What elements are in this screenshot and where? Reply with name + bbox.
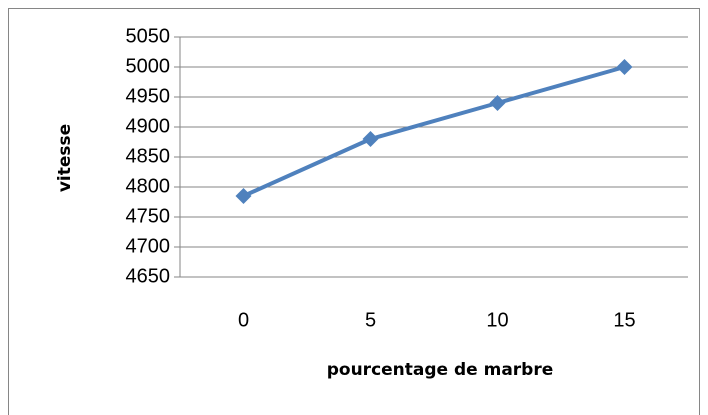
x-tick-label: 0 bbox=[238, 309, 249, 331]
y-tick-label: 4750 bbox=[126, 205, 171, 227]
y-tick-label: 4650 bbox=[126, 265, 171, 287]
series-line bbox=[242, 65, 626, 198]
x-axis-title: pourcentage de marbre bbox=[327, 360, 554, 380]
y-tick-label: 5000 bbox=[126, 55, 171, 77]
y-tick-label: 4800 bbox=[126, 175, 171, 197]
x-tick-label: 10 bbox=[486, 309, 508, 331]
chart-frame bbox=[8, 8, 700, 415]
y-tick-label: 4900 bbox=[126, 115, 171, 137]
y-tick-label: 4850 bbox=[126, 145, 171, 167]
data-point bbox=[616, 59, 633, 75]
y-axis-title: vitesse bbox=[55, 124, 75, 192]
y-tick-label: 4950 bbox=[126, 85, 171, 107]
data-point bbox=[489, 95, 506, 111]
x-tick-label: 15 bbox=[613, 309, 635, 331]
data-point bbox=[235, 188, 252, 204]
x-tick-label: 5 bbox=[365, 309, 376, 331]
data-point bbox=[362, 131, 379, 147]
y-tick-label: 5050 bbox=[126, 25, 171, 47]
y-tick-label: 4700 bbox=[126, 235, 171, 257]
